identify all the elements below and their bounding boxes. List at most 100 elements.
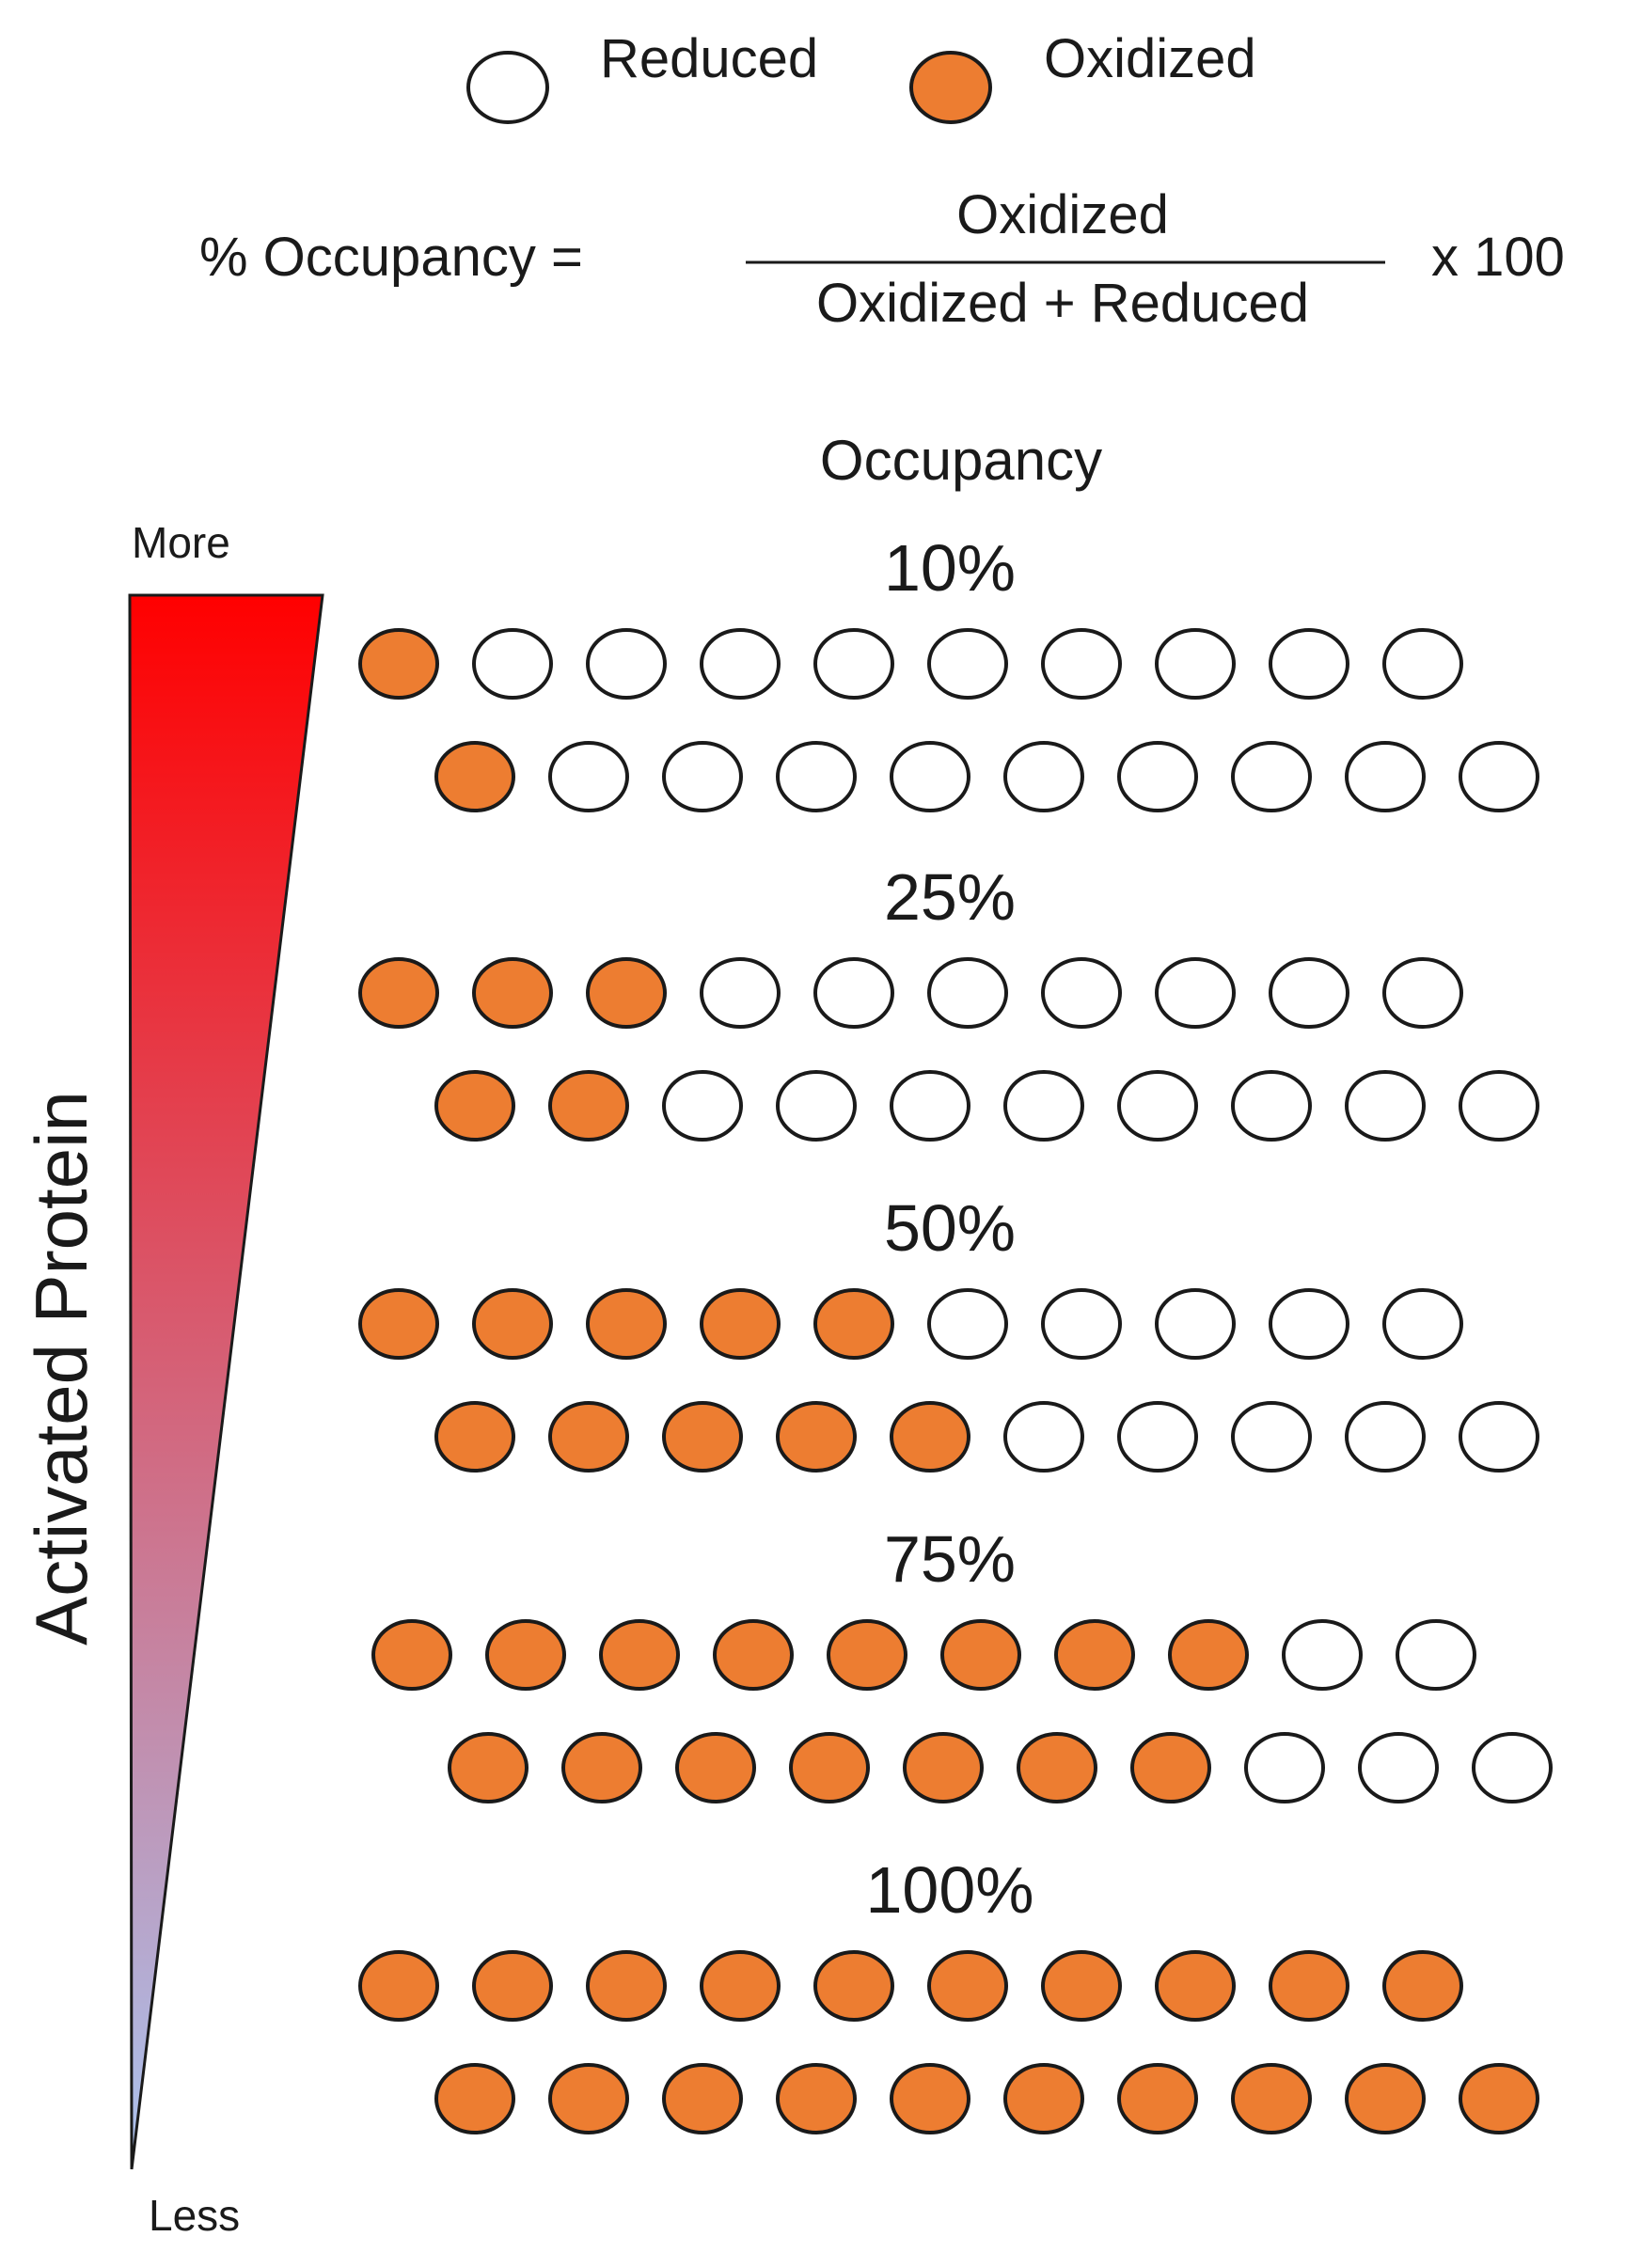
occupancy-level-label: 100%	[865, 1853, 1033, 1927]
occupancy-level-label: 50%	[884, 1191, 1016, 1265]
reduced-circle	[1117, 1401, 1198, 1473]
oxidized-circle	[1041, 1950, 1122, 2022]
reduced-circle	[1003, 741, 1084, 812]
oxidized-circle	[548, 1401, 629, 1473]
axis-label-activated-protein: Activated Protein	[20, 1091, 103, 1646]
oxidized-circle	[472, 957, 553, 1029]
reduced-circle	[776, 741, 857, 812]
reduced-circle	[1345, 741, 1426, 812]
reduced-circle	[927, 628, 1008, 700]
reduced-circle	[1269, 957, 1349, 1029]
oxidized-circle	[472, 1950, 553, 2022]
oxidized-circle	[789, 1732, 870, 1803]
oxidized-circle	[903, 1732, 984, 1803]
oxidized-circle	[358, 1288, 439, 1360]
reduced-circle	[1459, 741, 1539, 812]
reduced-circle	[700, 957, 781, 1029]
reduced-circle	[1117, 1070, 1198, 1142]
reduced-circle	[1231, 1070, 1312, 1142]
oxidized-circle	[358, 628, 439, 700]
oxidized-circle	[472, 1288, 553, 1360]
oxidized-circle	[599, 1619, 680, 1691]
legend-oxidized-circle	[909, 51, 992, 124]
reduced-circle	[1396, 1619, 1476, 1691]
oxidized-circle	[1345, 2063, 1426, 2134]
occupancy-level-label: 75%	[884, 1522, 1016, 1596]
scale-top-label: More	[132, 518, 230, 567]
oxidized-circle	[890, 1401, 970, 1473]
oxidized-circle	[448, 1732, 529, 1803]
reduced-circle	[1459, 1401, 1539, 1473]
formula-multiplier: x 100	[1431, 227, 1565, 288]
oxidized-circle	[434, 1401, 515, 1473]
reduced-circle	[1003, 1401, 1084, 1473]
oxidized-circle	[434, 1070, 515, 1142]
oxidized-circle	[485, 1619, 566, 1691]
occupancy-levels: 10% 25% 50% 75% 100%	[358, 531, 1553, 2134]
reduced-circle	[813, 628, 894, 700]
oxidized-circle	[1269, 1950, 1349, 2022]
oxidized-circle	[1382, 1950, 1463, 2022]
formula-lhs: % Occupancy =	[199, 227, 583, 288]
reduced-circle	[1382, 628, 1463, 700]
oxidized-circle	[1168, 1619, 1249, 1691]
reduced-circle	[1041, 628, 1122, 700]
oxidized-circle	[700, 1288, 781, 1360]
reduced-circle	[1269, 628, 1349, 700]
reduced-circle	[1345, 1070, 1426, 1142]
reduced-circle	[890, 1070, 970, 1142]
legend-reduced-label: Reduced	[600, 28, 818, 89]
reduced-circle	[662, 741, 743, 812]
reduced-circle	[1231, 741, 1312, 812]
oxidized-circle	[434, 741, 515, 812]
reduced-circle	[1117, 741, 1198, 812]
reduced-circle	[1041, 957, 1122, 1029]
oxidized-circle	[1054, 1619, 1135, 1691]
oxidized-circle	[700, 1950, 781, 2022]
occupancy-level-group: 100%	[358, 1853, 1539, 2134]
oxidized-circle	[675, 1732, 756, 1803]
reduced-circle	[1472, 1732, 1553, 1803]
oxidized-circle	[662, 1401, 743, 1473]
occupancy-level-group: 25%	[358, 860, 1539, 1142]
oxidized-circle	[548, 2063, 629, 2134]
formula-numerator: Oxidized	[956, 184, 1169, 245]
reduced-circle	[1382, 1288, 1463, 1360]
oxidized-circle	[940, 1619, 1021, 1691]
legend-oxidized-label: Oxidized	[1044, 28, 1256, 89]
occupancy-level-label: 25%	[884, 860, 1016, 934]
reduced-circle	[1244, 1732, 1325, 1803]
oxidized-circle	[662, 2063, 743, 2134]
scale-bottom-label: Less	[149, 2191, 240, 2240]
oxidized-circle	[890, 2063, 970, 2134]
oxidized-circle	[586, 1950, 667, 2022]
oxidized-circle	[813, 1288, 894, 1360]
reduced-circle	[548, 741, 629, 812]
legend: Reduced Oxidized	[466, 28, 1256, 124]
oxidized-circle	[586, 1288, 667, 1360]
oxidized-circle	[927, 1950, 1008, 2022]
oxidized-circle	[434, 2063, 515, 2134]
reduced-circle	[1231, 1401, 1312, 1473]
reduced-circle	[1155, 628, 1236, 700]
oxidized-circle	[813, 1950, 894, 2022]
oxidized-circle	[1231, 2063, 1312, 2134]
oxidized-circle	[548, 1070, 629, 1142]
oxidized-circle	[827, 1619, 907, 1691]
reduced-circle	[927, 957, 1008, 1029]
reduced-circle	[662, 1070, 743, 1142]
occupancy-level-group: 10%	[358, 531, 1539, 812]
oxidized-circle	[1130, 1732, 1211, 1803]
reduced-circle	[586, 628, 667, 700]
oxidized-circle	[1003, 2063, 1084, 2134]
oxidized-circle	[358, 957, 439, 1029]
oxidized-circle	[1155, 1950, 1236, 2022]
occupancy-level-group: 75%	[371, 1522, 1553, 1803]
occupancy-heading: Occupancy	[820, 429, 1102, 492]
occupancy-formula: % Occupancy = Oxidized Oxidized + Reduce…	[199, 184, 1565, 334]
reduced-circle	[1041, 1288, 1122, 1360]
oxidized-circle	[371, 1619, 452, 1691]
oxidized-circle	[776, 1401, 857, 1473]
reduced-circle	[1269, 1288, 1349, 1360]
